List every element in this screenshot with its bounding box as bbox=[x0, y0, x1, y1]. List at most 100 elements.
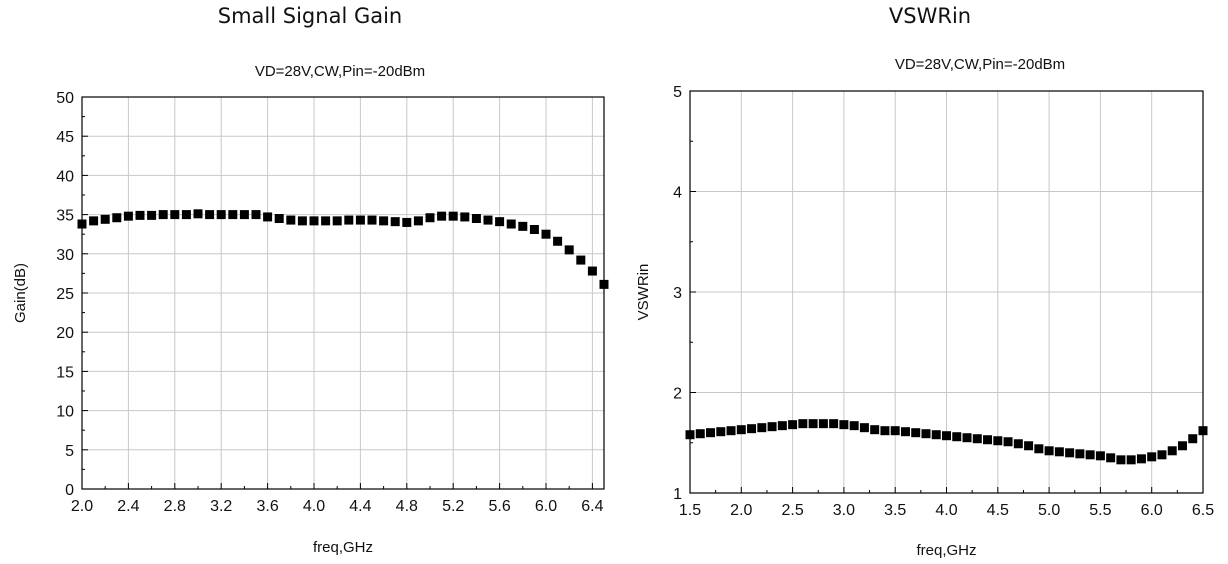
gain-data-point bbox=[448, 211, 458, 221]
vswr-data-point bbox=[1157, 450, 1167, 460]
vswr-data-point bbox=[983, 435, 993, 445]
gain-x-tick-label: 6.4 bbox=[581, 498, 603, 515]
gain-data-point bbox=[529, 224, 539, 234]
vswr-data-point bbox=[952, 432, 962, 442]
gain-data-point bbox=[205, 210, 215, 220]
gain-data-point bbox=[483, 215, 493, 225]
vswr-data-point bbox=[1013, 439, 1023, 449]
vswr-data-point bbox=[1198, 426, 1208, 436]
gain-data-point bbox=[576, 255, 586, 265]
vswr-data-point bbox=[808, 419, 818, 429]
gain-y-tick-label: 30 bbox=[56, 247, 74, 264]
gain-y-axis-label: Gain(dB) bbox=[12, 263, 29, 323]
gain-data-point bbox=[471, 214, 481, 224]
gain-data-point bbox=[541, 229, 551, 239]
vswr-data-point bbox=[1167, 446, 1177, 456]
gain-y-tick-label: 10 bbox=[56, 404, 74, 421]
vswr-plot-frame bbox=[689, 90, 1204, 494]
chart-title-gain: Small Signal Gain bbox=[217, 4, 403, 28]
gain-data-point bbox=[100, 214, 110, 224]
gain-y-tick-label: 35 bbox=[56, 208, 74, 225]
gain-data-point bbox=[158, 210, 168, 220]
gain-x-tick-label: 4.0 bbox=[303, 498, 325, 515]
vswr-x-tick-label: 1.5 bbox=[679, 502, 701, 519]
vswr-x-tick-label: 6.0 bbox=[1141, 502, 1163, 519]
vswr-data-point bbox=[870, 425, 880, 435]
gain-data-point bbox=[251, 210, 261, 220]
gain-data-point bbox=[437, 211, 447, 221]
vswr-y-tick-label: 4 bbox=[673, 185, 682, 202]
gain-data-point bbox=[147, 210, 157, 220]
gain-x-tick-label: 6.0 bbox=[535, 498, 557, 515]
vswr-data-point bbox=[839, 420, 849, 430]
vswr-data-point bbox=[1136, 454, 1146, 464]
chart-subtitle-gain: VD=28V,CW,Pin=-20dBm bbox=[254, 63, 426, 80]
vswr-data-point bbox=[767, 422, 777, 432]
vswr-x-tick-label: 5.5 bbox=[1089, 502, 1111, 519]
vswr-x-tick-label: 4.0 bbox=[935, 502, 957, 519]
gain-data-point bbox=[355, 215, 365, 225]
gain-x-tick-label: 3.2 bbox=[210, 498, 232, 515]
vswr-data-point bbox=[1106, 453, 1116, 463]
gain-data-point bbox=[123, 211, 133, 221]
gain-data-point bbox=[297, 216, 307, 226]
gain-data-point bbox=[495, 217, 505, 227]
vswr-data-point bbox=[849, 421, 859, 431]
vswr-data-point bbox=[788, 420, 798, 430]
gain-data-point bbox=[564, 245, 574, 255]
vswr-data-point bbox=[1126, 455, 1136, 465]
gain-data-point bbox=[553, 236, 563, 246]
gain-data-point bbox=[286, 215, 296, 225]
gain-data-point bbox=[216, 210, 226, 220]
vswr-x-tick-label: 2.5 bbox=[781, 502, 803, 519]
vswr-data-point bbox=[1054, 447, 1064, 457]
vswr-data-point bbox=[962, 433, 972, 443]
gain-data-point bbox=[181, 210, 191, 220]
gain-y-tick-label: 0 bbox=[65, 482, 74, 499]
vswr-data-point bbox=[1075, 449, 1085, 459]
vswr-data-point bbox=[695, 429, 705, 439]
vswr-data-point bbox=[993, 436, 1003, 446]
gain-data-point bbox=[402, 217, 412, 227]
gain-data-point bbox=[413, 216, 423, 226]
gain-x-tick-label: 2.0 bbox=[71, 498, 93, 515]
vswr-data-point bbox=[921, 429, 931, 439]
gain-y-tick-label: 25 bbox=[56, 286, 74, 303]
vswr-x-tick-label: 6.5 bbox=[1192, 502, 1214, 519]
gain-data-point bbox=[599, 279, 609, 289]
vswr-plot: 1.5 2.0 2.5 3.0 3.5 4.0 4.5 5.0 5.5 6.0 6.5 1 2 3 4 5 fr… bbox=[635, 84, 1214, 559]
chart-title-vswr: VSWRin bbox=[888, 4, 972, 28]
vswr-x-tick-label: 5.0 bbox=[1038, 502, 1060, 519]
gain-y-tick-label: 20 bbox=[56, 325, 74, 342]
gain-data-point bbox=[518, 221, 528, 231]
gain-data-point bbox=[309, 216, 319, 226]
gain-x-tick-label: 3.6 bbox=[256, 498, 278, 515]
gain-x-tick-label: 4.4 bbox=[349, 498, 371, 515]
vswr-data-point bbox=[1095, 451, 1105, 461]
gain-data-point bbox=[89, 216, 99, 226]
vswr-data-point bbox=[1116, 455, 1126, 465]
vswr-data-point bbox=[716, 427, 726, 437]
gain-x-tick-label: 5.6 bbox=[488, 498, 510, 515]
gain-y-tick-label: 15 bbox=[56, 364, 74, 381]
vswr-data-point bbox=[1034, 444, 1044, 454]
gain-data-point bbox=[425, 213, 435, 223]
vswr-data-point bbox=[859, 423, 869, 433]
gain-plot-frame bbox=[81, 96, 605, 490]
gain-data-point bbox=[367, 215, 377, 225]
vswr-x-axis-label: freq,GHz bbox=[916, 542, 976, 559]
vswr-data-point bbox=[890, 426, 900, 436]
gain-data-point bbox=[321, 216, 331, 226]
vswr-data-point bbox=[736, 425, 746, 435]
vswr-data-point bbox=[1024, 441, 1034, 451]
vswr-data-point bbox=[798, 419, 808, 429]
gain-y-tick-label: 5 bbox=[65, 443, 74, 460]
gain-data-point bbox=[460, 212, 470, 222]
gain-y-tick-label: 45 bbox=[56, 129, 74, 146]
vswr-y-tick-label: 1 bbox=[673, 486, 682, 503]
gain-data-point bbox=[170, 210, 180, 220]
gain-data-point bbox=[506, 219, 516, 229]
vswr-data-point bbox=[972, 434, 982, 444]
vswr-y-tick-label: 2 bbox=[673, 386, 682, 403]
gain-data-point bbox=[112, 213, 122, 223]
